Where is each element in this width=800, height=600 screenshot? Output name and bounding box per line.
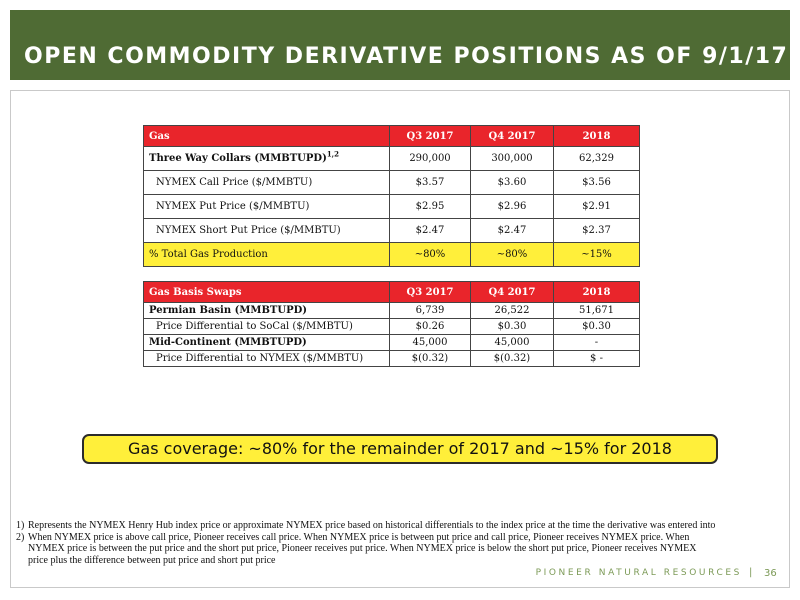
table-row: NYMEX Put Price ($/MMBTU) $2.95 $2.96 $2… (143, 194, 640, 219)
row-label: % Total Gas Production (143, 242, 390, 267)
gas-table: Gas Q3 2017 Q4 2017 2018 Three Way Colla… (143, 125, 640, 267)
row-label: Mid-Continent (MMBTUPD) (143, 334, 390, 351)
table-cell: 45,000 (389, 334, 471, 351)
table-header-row: Gas Q3 2017 Q4 2017 2018 (143, 125, 640, 147)
table-cell: - (553, 334, 640, 351)
row-label: Three Way Collars (MMBTUPD)1,2 (143, 146, 390, 171)
table-row: NYMEX Call Price ($/MMBTU) $3.57 $3.60 $… (143, 170, 640, 195)
table-cell: ~80% (389, 242, 471, 267)
table-row: Price Differential to NYMEX ($/MMBTU) $(… (143, 350, 640, 367)
row-label: NYMEX Short Put Price ($/MMBTU) (143, 218, 390, 243)
table-cell: $(0.32) (470, 350, 554, 367)
header-cell: Gas (143, 125, 390, 147)
footnote-text: When NYMEX price is above call price, Pi… (28, 531, 697, 566)
table-cell: $2.37 (553, 218, 640, 243)
content-frame (10, 90, 790, 588)
table-row-highlight: % Total Gas Production ~80% ~80% ~15% (143, 242, 640, 267)
basis-swaps-table: Gas Basis Swaps Q3 2017 Q4 2017 2018 Per… (143, 281, 640, 367)
table-row: Three Way Collars (MMBTUPD)1,2 290,000 3… (143, 146, 640, 171)
title-bar: OPEN COMMODITY DERIVATIVE POSITIONS AS O… (10, 10, 790, 80)
table-cell: $ - (553, 350, 640, 367)
header-cell: 2018 (553, 125, 640, 147)
footnote-number: 1) (16, 520, 25, 531)
header-cell: Q3 2017 (389, 281, 471, 303)
table-cell: $0.30 (470, 318, 554, 335)
table-cell: $(0.32) (389, 350, 471, 367)
header-cell: Q4 2017 (470, 281, 554, 303)
table-cell: ~15% (553, 242, 640, 267)
header-cell: Gas Basis Swaps (143, 281, 390, 303)
table-cell: $2.95 (389, 194, 471, 219)
row-label: NYMEX Put Price ($/MMBTU) (143, 194, 390, 219)
row-label: Permian Basin (MMBTUPD) (143, 302, 390, 319)
table-cell: 45,000 (470, 334, 554, 351)
header-cell: Q3 2017 (389, 125, 471, 147)
row-label: Price Differential to SoCal ($/MMBTU) (143, 318, 390, 335)
row-label-text: Three Way Collars (MMBTUPD) (149, 153, 327, 164)
footnote-1: 1) Represents the NYMEX Henry Hub index … (16, 520, 716, 532)
footer-separator: | (749, 567, 753, 578)
table-row: Price Differential to SoCal ($/MMBTU) $0… (143, 318, 640, 335)
table-cell: $0.26 (389, 318, 471, 335)
table-cell: $0.30 (553, 318, 640, 335)
table-cell: $2.47 (389, 218, 471, 243)
gas-coverage-callout: Gas coverage: ~80% for the remainder of … (82, 434, 718, 464)
table-cell: 300,000 (470, 146, 554, 171)
page-number: 36 (764, 568, 777, 579)
table-row: Mid-Continent (MMBTUPD) 45,000 45,000 - (143, 334, 640, 351)
table-cell: 6,739 (389, 302, 471, 319)
row-label: NYMEX Call Price ($/MMBTU) (143, 170, 390, 195)
table-cell: 290,000 (389, 146, 471, 171)
footnote-number: 2) (16, 531, 25, 543)
company-brand: PIONEER NATURAL RESOURCES (535, 568, 742, 578)
table-cell: $2.91 (553, 194, 640, 219)
footnote-ref: 1,2 (326, 149, 339, 159)
table-header-row: Gas Basis Swaps Q3 2017 Q4 2017 2018 (143, 281, 640, 303)
footnotes: 1) Represents the NYMEX Henry Hub index … (16, 520, 716, 566)
table-cell: $2.96 (470, 194, 554, 219)
table-row: NYMEX Short Put Price ($/MMBTU) $2.47 $2… (143, 218, 640, 243)
table-cell: $3.57 (389, 170, 471, 195)
footnote-text: Represents the NYMEX Henry Hub index pri… (28, 520, 716, 531)
table-cell: 51,671 (553, 302, 640, 319)
table-cell: 26,522 (470, 302, 554, 319)
table-cell: $2.47 (470, 218, 554, 243)
table-cell: 62,329 (553, 146, 640, 171)
table-cell: ~80% (470, 242, 554, 267)
row-label: Price Differential to NYMEX ($/MMBTU) (143, 350, 390, 367)
page-title: OPEN COMMODITY DERIVATIVE POSITIONS AS O… (24, 44, 789, 69)
table-cell: $3.56 (553, 170, 640, 195)
header-cell: Q4 2017 (470, 125, 554, 147)
header-cell: 2018 (553, 281, 640, 303)
table-row: Permian Basin (MMBTUPD) 6,739 26,522 51,… (143, 302, 640, 319)
footnote-2: 2) When NYMEX price is above call price,… (16, 532, 716, 567)
table-cell: $3.60 (470, 170, 554, 195)
